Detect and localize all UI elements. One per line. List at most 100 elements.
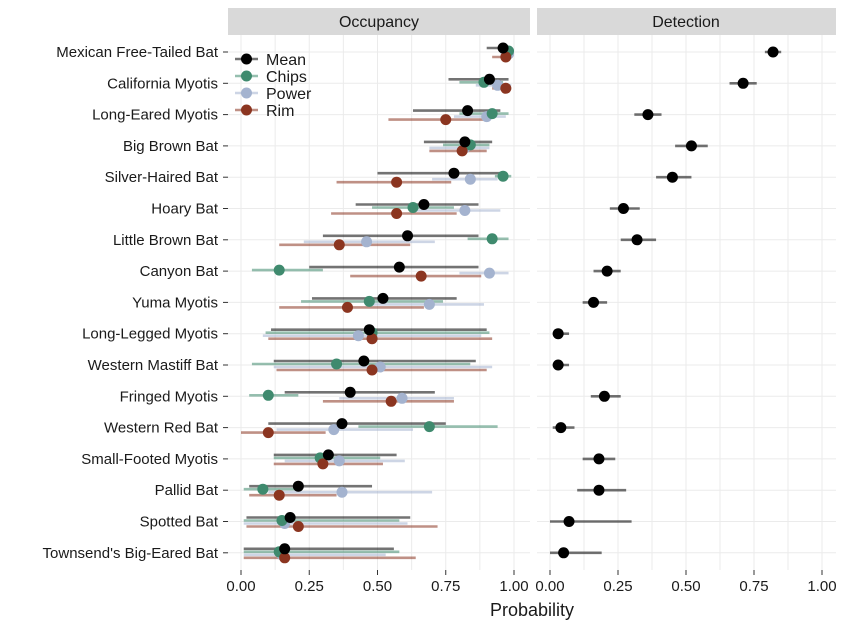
point-occupancy-mean-townsend-s-big-eared-bat [279,543,291,555]
legend-label-chips: Chips [266,69,307,86]
point-occupancy-mean-california-myotis [483,73,495,85]
point-occupancy-rim-pallid-bat [273,489,285,501]
x-axis-title: Probability [490,600,574,620]
point-occupancy-power-pallid-bat [336,486,348,498]
point-detection-mean-small-footed-myotis [593,453,605,465]
y-tick-label-spotted-bat: Spotted Bat [140,514,219,531]
point-occupancy-rim-long-legged-myotis [366,333,378,345]
y-tick-label-townsend-s-big-eared-bat: Townsend's Big-Eared Bat [43,545,219,562]
point-occupancy-mean-western-mastiff-bat [358,355,370,367]
legend-key-mean [241,53,252,65]
point-occupancy-mean-hoary-bat [418,199,430,210]
point-occupancy-power-long-legged-myotis [352,330,364,342]
point-occupancy-mean-fringed-myotis [344,386,356,398]
point-detection-mean-western-red-bat [555,422,567,434]
legend-label-power: Power [266,86,312,103]
y-axis: Mexican Free-Tailed Bat California Myotis… [43,44,228,562]
point-occupancy-rim-canyon-bat [415,270,427,282]
point-occupancy-mean-canyon-bat [393,261,405,273]
point-occupancy-chips-fringed-myotis [262,389,274,401]
point-occupancy-power-small-footed-myotis [333,455,345,467]
point-occupancy-mean-yuma-myotis [377,292,389,304]
point-occupancy-rim-hoary-bat [391,208,403,219]
y-tick-label-yuma-myotis: Yuma Myotis [132,294,218,311]
legend-label-mean: Mean [266,52,306,69]
point-detection-mean-hoary-bat [617,203,629,214]
point-occupancy-mean-mexican-free-tailed-bat [497,42,509,54]
point-occupancy-mean-long-legged-myotis [363,324,375,336]
y-tick-label-small-footed-myotis: Small-Footed Myotis [81,451,218,468]
y-tick-label-long-eared-myotis: Long-Eared Myotis [92,107,218,124]
point-occupancy-mean-western-red-bat [336,418,348,430]
point-occupancy-power-yuma-myotis [423,298,435,310]
point-occupancy-power-little-brown-bat [361,236,373,248]
point-occupancy-chips-yuma-myotis [363,295,375,307]
point-occupancy-rim-california-myotis [500,82,512,94]
point-occupancy-chips-long-eared-myotis [486,108,498,120]
x-tick-label-occupancy: 0.75 [431,578,460,595]
point-occupancy-rim-yuma-myotis [341,301,353,313]
point-occupancy-chips-canyon-bat [273,264,285,276]
point-detection-mean-fringed-myotis [598,390,610,402]
x-tick-label-occupancy: 0.00 [226,578,255,595]
y-tick-label-mexican-free-tailed-bat: Mexican Free-Tailed Bat [56,44,219,61]
point-detection-mean-long-eared-myotis [642,109,654,121]
x-tick-label-occupancy: 0.50 [363,578,392,595]
y-tick-label-little-brown-bat: Little Brown Bat [113,232,219,249]
point-occupancy-rim-long-eared-myotis [440,114,452,126]
point-detection-mean-silver-haired-bat [666,171,678,183]
strip-occupancy [228,8,530,35]
y-tick-label-canyon-bat: Canyon Bat [140,263,219,280]
point-detection-mean-yuma-myotis [588,296,600,308]
point-occupancy-chips-pallid-bat [257,483,269,495]
point-detection-mean-california-myotis [737,77,749,89]
y-tick-label-big-brown-bat: Big Brown Bat [123,138,219,155]
point-detection-mean-little-brown-bat [631,234,643,246]
y-tick-label-california-myotis: California Myotis [107,75,218,92]
x-tick-label-detection: 0.25 [603,578,632,595]
point-occupancy-mean-long-eared-myotis [462,105,474,117]
point-detection-mean-canyon-bat [601,265,613,277]
point-occupancy-power-hoary-bat [459,205,471,216]
point-occupancy-rim-western-red-bat [262,427,274,439]
point-occupancy-power-western-red-bat [328,424,340,436]
marks-detection [550,46,782,559]
y-tick-label-silver-haired-bat: Silver-Haired Bat [105,169,219,186]
point-occupancy-rim-townsend-s-big-eared-bat [279,552,291,564]
point-occupancy-rim-western-mastiff-bat [366,364,378,376]
x-tick-label-detection: 0.00 [535,578,564,595]
legend-key-power [241,87,252,99]
x-tick-label-detection: 0.75 [739,578,768,595]
point-occupancy-mean-little-brown-bat [402,230,414,242]
point-occupancy-power-fringed-myotis [396,392,408,404]
y-tick-label-western-mastiff-bat: Western Mastiff Bat [88,357,219,374]
y-tick-label-pallid-bat: Pallid Bat [155,482,219,499]
point-detection-mean-big-brown-bat [685,140,697,152]
point-occupancy-power-silver-haired-bat [464,173,476,185]
point-occupancy-chips-western-red-bat [423,421,435,433]
point-occupancy-chips-western-mastiff-bat [331,358,343,370]
point-occupancy-mean-small-footed-myotis [322,449,334,461]
y-tick-label-long-legged-myotis: Long-Legged Myotis [82,326,218,343]
panel-detection: Detection [537,8,836,570]
y-tick-label-western-red-bat: Western Red Bat [104,420,219,437]
x-tick-label-detection: 0.50 [671,578,700,595]
legend-key-rim [241,104,252,116]
point-occupancy-chips-silver-haired-bat [497,170,509,182]
point-occupancy-rim-little-brown-bat [333,239,345,251]
y-tick-label-hoary-bat: Hoary Bat [151,201,219,218]
point-occupancy-chips-hoary-bat [407,202,419,213]
marks-occupancy [241,42,515,564]
strip-detection [537,8,836,35]
point-occupancy-rim-mexican-free-tailed-bat [500,51,512,63]
strip-title-occupancy: Occupancy [339,14,419,31]
x-axis: 0.00 0.25 0.50 0.75 1.00 0.00 0.25 0.50 0.75 1.00 [226,570,837,595]
x-tick-label-detection: 1.00 [807,578,836,595]
legend-key-chips [241,70,252,82]
point-detection-mean-western-mastiff-bat [552,359,564,371]
point-occupancy-mean-silver-haired-bat [448,167,460,179]
point-occupancy-mean-big-brown-bat [459,136,471,148]
